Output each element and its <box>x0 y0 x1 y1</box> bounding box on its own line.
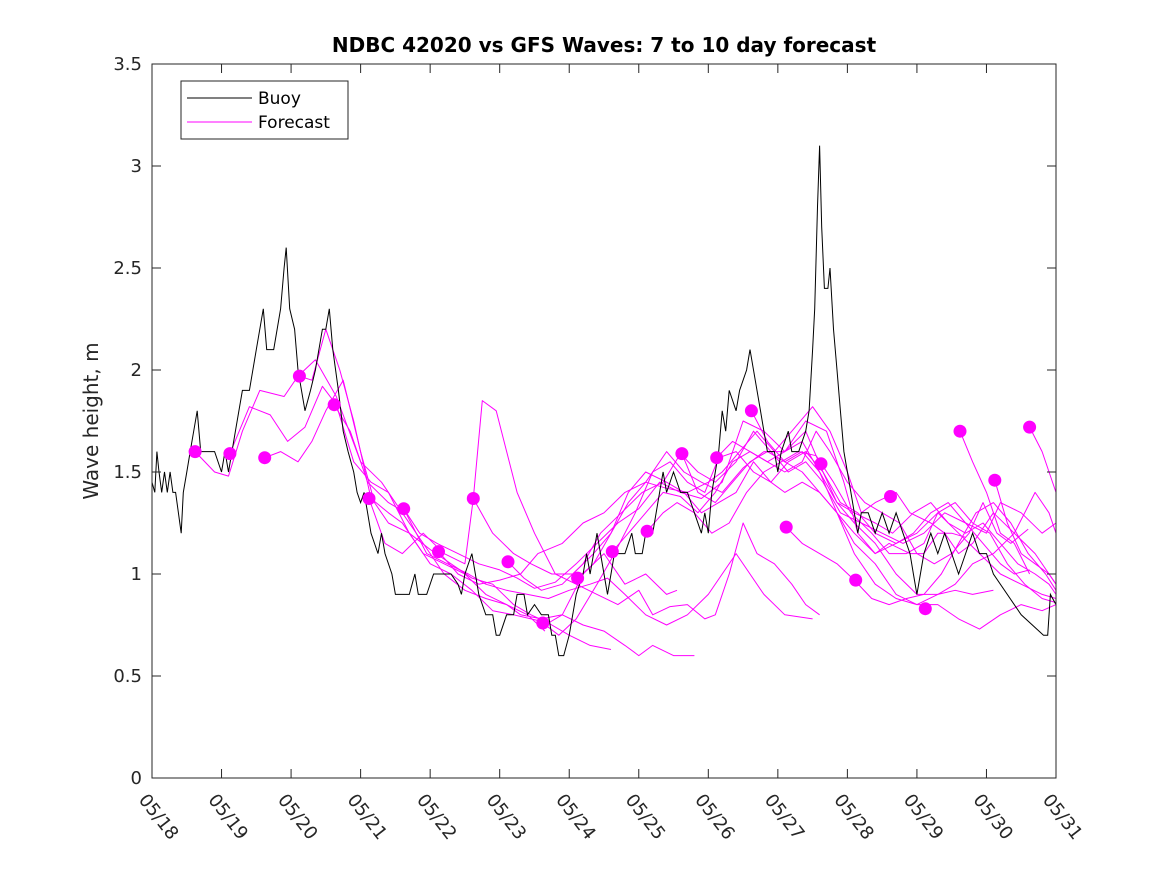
y-tick-label: 0.5 <box>113 666 142 687</box>
forecast-marker <box>258 451 272 465</box>
chart-title: NDBC 42020 vs GFS Waves: 7 to 10 day for… <box>332 33 877 57</box>
y-tick-label: 0 <box>131 768 142 789</box>
forecast-marker <box>918 602 932 616</box>
forecast-marker <box>362 492 376 505</box>
forecast-line <box>299 328 695 657</box>
forecast-line <box>994 480 1057 585</box>
y-tick-label: 3.5 <box>113 54 142 75</box>
forecast-marker <box>1023 420 1037 434</box>
y-tick-label: 3 <box>131 156 142 177</box>
plot-area <box>152 64 1056 778</box>
forecast-markers <box>188 369 1037 630</box>
legend-label-forecast: Forecast <box>258 113 330 133</box>
y-tick-label: 2.5 <box>113 258 142 279</box>
y-axis: 0 0.5 1 1.5 2 2.5 3 3.5 <box>113 54 1056 789</box>
legend-box <box>180 80 349 140</box>
forecast-line <box>959 431 1031 575</box>
forecast-marker <box>501 555 515 569</box>
forecast-marker <box>605 545 619 559</box>
forecast-marker <box>849 573 863 587</box>
forecast-line <box>716 430 1029 565</box>
y-tick-label: 1.5 <box>113 462 142 483</box>
buoy-series <box>151 145 1057 657</box>
forecast-marker <box>988 473 1002 487</box>
forecast-line <box>785 502 1057 606</box>
forecast-line <box>472 430 994 595</box>
forecast-marker <box>432 545 445 559</box>
forecast-marker <box>710 451 724 465</box>
forecast-marker <box>675 447 689 461</box>
forecast-marker <box>292 369 306 383</box>
forecast-marker <box>466 492 480 505</box>
forecast-marker <box>779 520 793 534</box>
legend-label-buoy: Buoy <box>258 89 301 109</box>
y-tick-label: 2 <box>131 360 142 381</box>
forecast-line <box>368 400 820 620</box>
forecast-marker <box>188 445 202 459</box>
forecast-line <box>750 410 1057 595</box>
y-axis-label: Wave height, m <box>79 342 103 499</box>
forecast-line <box>403 420 966 589</box>
forecast-marker <box>327 398 341 412</box>
forecast-marker <box>640 524 654 538</box>
forecast-line <box>1029 426 1057 493</box>
legend: Buoy Forecast <box>180 80 349 140</box>
plot-frame <box>151 63 1057 779</box>
forecast-marker <box>397 502 411 516</box>
forecast-marker <box>536 616 550 630</box>
forecast-marker <box>223 447 237 461</box>
forecast-marker <box>953 424 967 438</box>
forecast-line <box>542 451 1057 636</box>
forecast-line <box>646 451 1057 604</box>
forecast-line <box>681 451 1030 575</box>
forecast-marker <box>884 490 897 503</box>
forecast-marker <box>814 457 828 471</box>
forecast-line <box>611 440 1057 606</box>
buoy-line <box>151 145 1057 657</box>
forecast-marker <box>744 404 758 418</box>
forecast-marker <box>571 571 585 585</box>
y-tick-label: 1 <box>131 564 142 585</box>
forecast-line <box>577 461 1057 630</box>
